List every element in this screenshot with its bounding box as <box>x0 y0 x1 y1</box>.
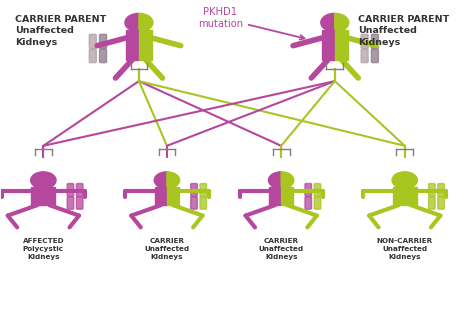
FancyBboxPatch shape <box>76 197 83 209</box>
Bar <box>269 187 281 205</box>
Text: AFFECTED
Polycystic
Kidneys: AFFECTED Polycystic Kidneys <box>23 238 64 260</box>
Text: NON-CARRIER
Unaffected
Kidneys: NON-CARRIER Unaffected Kidneys <box>377 238 433 260</box>
Bar <box>31 187 43 205</box>
FancyBboxPatch shape <box>200 197 207 209</box>
FancyBboxPatch shape <box>428 197 435 209</box>
Wedge shape <box>268 172 281 189</box>
FancyBboxPatch shape <box>100 49 107 63</box>
Bar <box>155 187 167 205</box>
Wedge shape <box>31 172 43 189</box>
Wedge shape <box>281 172 294 189</box>
Wedge shape <box>321 13 335 32</box>
FancyBboxPatch shape <box>191 183 197 197</box>
FancyBboxPatch shape <box>372 34 378 48</box>
Wedge shape <box>405 172 418 189</box>
FancyBboxPatch shape <box>314 197 321 209</box>
Wedge shape <box>139 13 153 32</box>
FancyBboxPatch shape <box>372 49 378 63</box>
Bar <box>281 187 293 205</box>
FancyBboxPatch shape <box>89 49 96 63</box>
Wedge shape <box>125 13 139 32</box>
FancyBboxPatch shape <box>100 34 107 48</box>
Bar <box>43 187 55 205</box>
FancyBboxPatch shape <box>438 183 444 197</box>
FancyBboxPatch shape <box>191 197 197 209</box>
Text: CARRIER
Unaffected
Kidneys: CARRIER Unaffected Kidneys <box>145 238 190 260</box>
Text: PKHD1
mutation: PKHD1 mutation <box>198 7 304 40</box>
Text: CARRIER
Unaffected
Kidneys: CARRIER Unaffected Kidneys <box>259 238 304 260</box>
Bar <box>335 30 348 60</box>
Wedge shape <box>43 172 56 189</box>
Bar <box>405 187 417 205</box>
Bar <box>139 30 152 60</box>
Text: CARRIER PARENT
Unaffected
Kidneys: CARRIER PARENT Unaffected Kidneys <box>15 15 107 47</box>
FancyBboxPatch shape <box>305 197 311 209</box>
FancyBboxPatch shape <box>76 183 83 197</box>
FancyBboxPatch shape <box>305 183 311 197</box>
Bar <box>167 187 179 205</box>
FancyBboxPatch shape <box>314 183 321 197</box>
FancyBboxPatch shape <box>67 197 74 209</box>
FancyBboxPatch shape <box>67 183 74 197</box>
FancyBboxPatch shape <box>438 197 444 209</box>
Wedge shape <box>392 172 405 189</box>
Bar <box>126 30 139 60</box>
Text: CARRIER PARENT
Unaffected
Kidneys: CARRIER PARENT Unaffected Kidneys <box>358 15 449 47</box>
Wedge shape <box>335 13 349 32</box>
FancyBboxPatch shape <box>89 34 96 48</box>
Wedge shape <box>167 172 180 189</box>
Wedge shape <box>154 172 167 189</box>
Bar <box>393 187 405 205</box>
FancyBboxPatch shape <box>361 34 368 48</box>
Bar <box>322 30 335 60</box>
FancyBboxPatch shape <box>428 183 435 197</box>
FancyBboxPatch shape <box>361 49 368 63</box>
FancyBboxPatch shape <box>200 183 207 197</box>
